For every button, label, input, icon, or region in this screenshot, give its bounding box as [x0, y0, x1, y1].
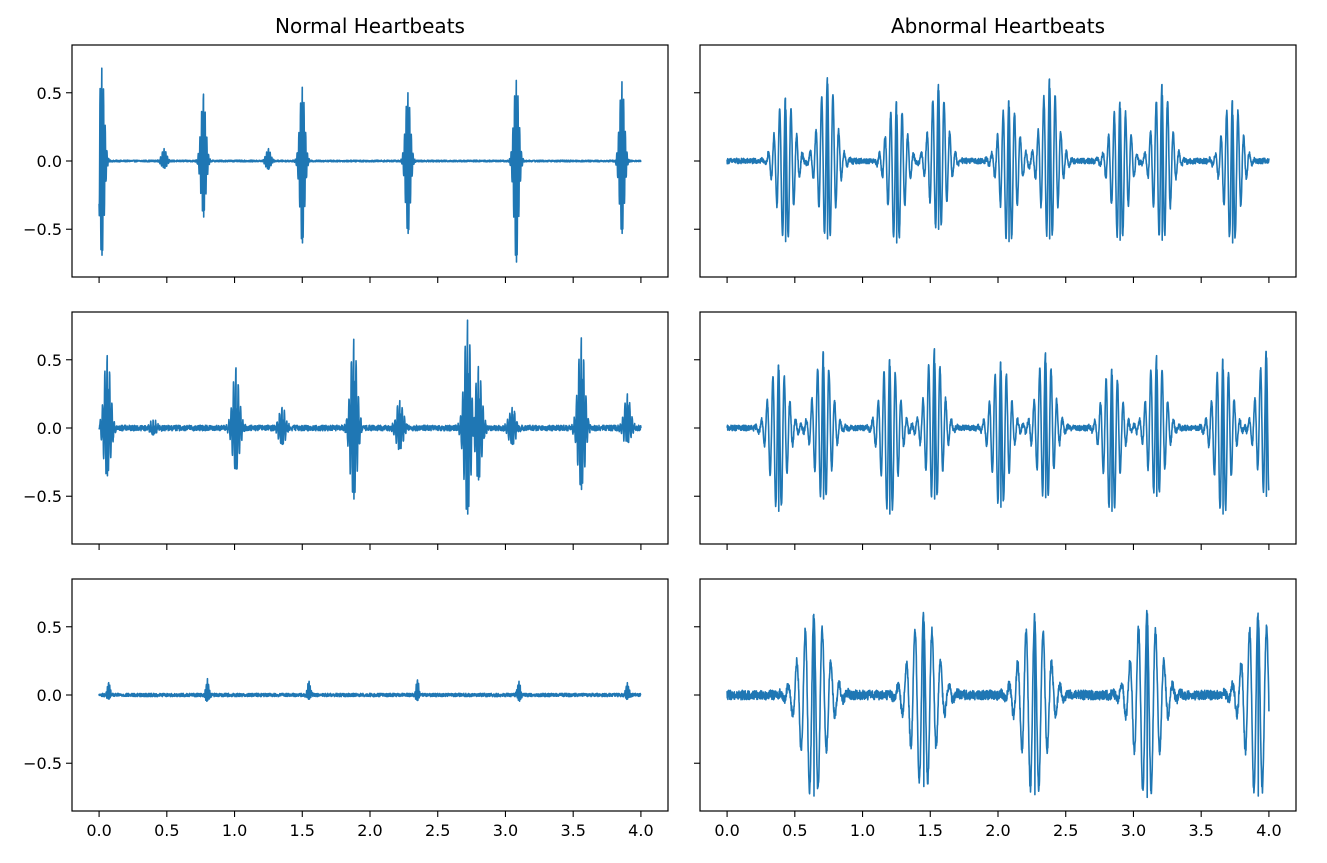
y-tick-label-normal-2-2: −0.5 — [23, 487, 62, 506]
x-tick-label-normal-3-1: 0.5 — [154, 821, 179, 840]
x-tick-label-abnormal-3-3: 1.5 — [918, 821, 943, 840]
column-title-abnormal: Abnormal Heartbeats — [891, 14, 1105, 38]
series-line-normal-3 — [98, 677, 642, 702]
y-tick-label-normal-3-0: 0.5 — [37, 618, 62, 637]
y-tick-label-normal-2-0: 0.5 — [37, 351, 62, 370]
y-tick-label-normal-2-1: 0.0 — [37, 419, 62, 438]
x-tick-label-normal-3-5: 2.5 — [425, 821, 450, 840]
x-tick-label-normal-3-3: 1.5 — [290, 821, 315, 840]
panel-abnormal-2 — [694, 311, 1297, 550]
panels: 0.5 0.0 −0.5 0.5 0.0 −0.5 0.0 0.5 1.0 1.5 2.0 2.5 3.… — [23, 44, 1297, 840]
x-tick-label-normal-3-4: 2.0 — [357, 821, 382, 840]
x-tick-label-normal-3-0: 0.0 — [86, 821, 111, 840]
x-tick-label-abnormal-3-2: 1.0 — [850, 821, 875, 840]
column-title-normal: Normal Heartbeats — [275, 14, 465, 38]
y-tick-label-normal-1-2: −0.5 — [23, 220, 62, 239]
x-tick-label-abnormal-3-7: 3.5 — [1188, 821, 1213, 840]
series-line-normal-1 — [98, 67, 642, 263]
panel-normal-3: 0.0 0.5 1.0 1.5 2.0 2.5 3.0 3.5 4.0 0.5 0.0 −0.5 — [23, 578, 669, 840]
x-tick-label-abnormal-3-0: 0.0 — [714, 821, 739, 840]
y-tick-label-normal-1-0: 0.5 — [37, 84, 62, 103]
x-tick-label-abnormal-3-6: 3.0 — [1121, 821, 1146, 840]
x-tick-label-normal-3-6: 3.0 — [493, 821, 518, 840]
y-tick-label-normal-1-1: 0.0 — [37, 152, 62, 171]
x-tick-label-abnormal-3-5: 2.5 — [1053, 821, 1078, 840]
series-line-normal-2 — [98, 319, 642, 515]
x-tick-label-normal-3-2: 1.0 — [222, 821, 247, 840]
x-tick-label-normal-3-8: 4.0 — [628, 821, 653, 840]
x-tick-label-abnormal-3-8: 4.0 — [1256, 821, 1281, 840]
series-line-abnormal-1 — [726, 76, 1270, 244]
panel-abnormal-3: 0.0 0.5 1.0 1.5 2.0 2.5 3.0 3.5 4.0 — [694, 578, 1297, 840]
x-tick-label-normal-3-7: 3.5 — [560, 821, 585, 840]
panel-normal-2: 0.5 0.0 −0.5 — [23, 311, 669, 550]
series-line-abnormal-2 — [726, 348, 1270, 515]
series-line-abnormal-3 — [726, 609, 1270, 799]
y-tick-label-normal-3-2: −0.5 — [23, 754, 62, 773]
panel-normal-1: 0.5 0.0 −0.5 — [23, 44, 669, 283]
x-tick-label-abnormal-3-4: 2.0 — [985, 821, 1010, 840]
y-tick-label-normal-3-1: 0.0 — [37, 686, 62, 705]
panel-abnormal-1 — [694, 44, 1297, 283]
x-tick-label-abnormal-3-1: 0.5 — [782, 821, 807, 840]
